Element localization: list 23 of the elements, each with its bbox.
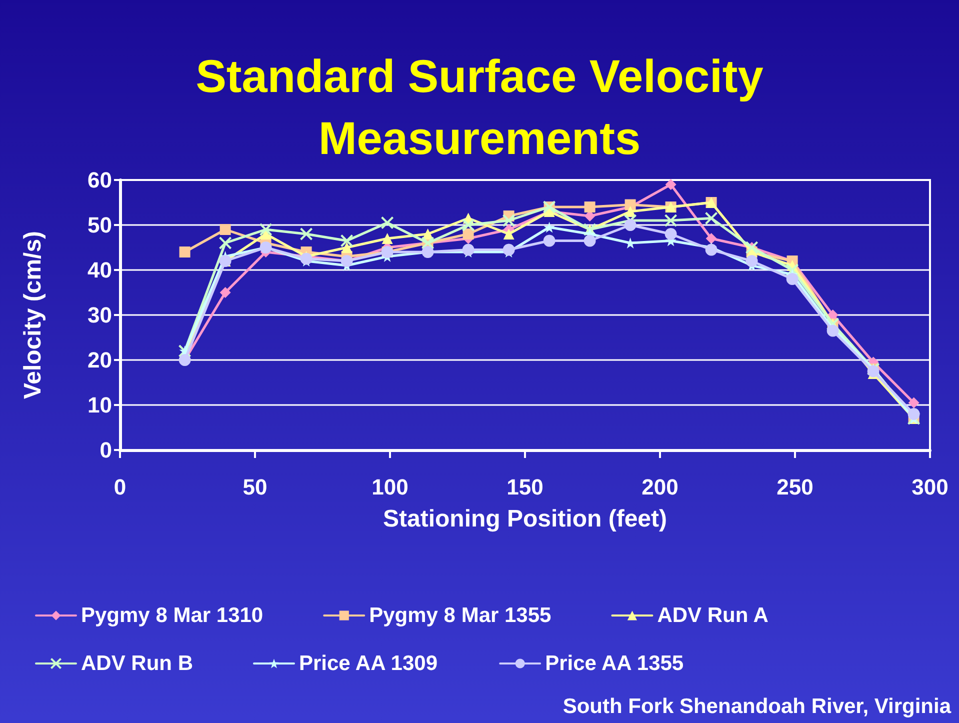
y-tick-label: 50 [88, 212, 112, 238]
chart-title: Standard Surface Velocity Measurements [196, 50, 764, 164]
y-tick-label: 60 [88, 168, 112, 192]
legend-label: ADV Run B [81, 652, 193, 675]
x-tick-label: 100 [372, 474, 408, 500]
legend-label: Price AA 1309 [298, 652, 438, 675]
x-axis-title: Stationing Position (feet) [383, 506, 667, 532]
legend-label: Pygmy 8 Mar 1355 [369, 604, 552, 627]
y-axis-title: Velocity (cm/s) [20, 230, 46, 400]
y-tick-label: 20 [88, 348, 112, 372]
legend-label: Price AA 1355 [545, 652, 684, 675]
y-tick-label: 10 [88, 392, 112, 418]
legend-label: Pygmy 8 Mar 1310 [81, 604, 264, 627]
x-tick-label: 250 [776, 474, 814, 500]
x-tick-label: 50 [242, 474, 268, 500]
legend-label: ADV Run A [657, 604, 768, 627]
x-tick-label: 300 [912, 474, 948, 500]
x-tick-label: 150 [506, 474, 544, 500]
y-tick-label: 30 [88, 302, 112, 328]
text: South Fork Shenandoah River, Virginia [562, 695, 952, 718]
y-tick-label: 0 [100, 438, 112, 462]
x-tick-label: 200 [642, 474, 678, 500]
y-tick-label: 40 [88, 258, 112, 282]
